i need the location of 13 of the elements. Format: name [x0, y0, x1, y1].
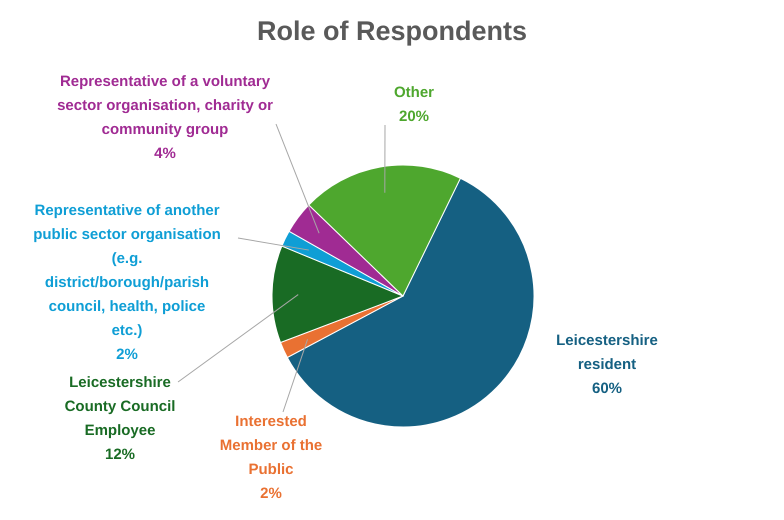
slice-label: Leicestershire County Council Employee — [64, 374, 176, 439]
slice-label: Representative of a voluntary sector organisation, charity or community group — [57, 73, 274, 138]
data-label: 12% — [104, 446, 136, 463]
slice-label: Other — [394, 84, 434, 101]
data-label: 2% — [260, 485, 282, 502]
data-label: 4% — [154, 145, 176, 162]
slice-label: Representative of another public sector organisation (e.g. district/borough/parish council, health, police etc.) — [33, 202, 221, 339]
data-label: 20% — [398, 108, 430, 125]
data-label: 60% — [592, 380, 622, 397]
slice-label: Interested Member of the Public — [220, 413, 322, 478]
slice-label: Leicestershire resident — [556, 332, 658, 373]
chart-title: Role of Respondents — [256, 16, 528, 46]
data-label: 2% — [116, 346, 138, 363]
